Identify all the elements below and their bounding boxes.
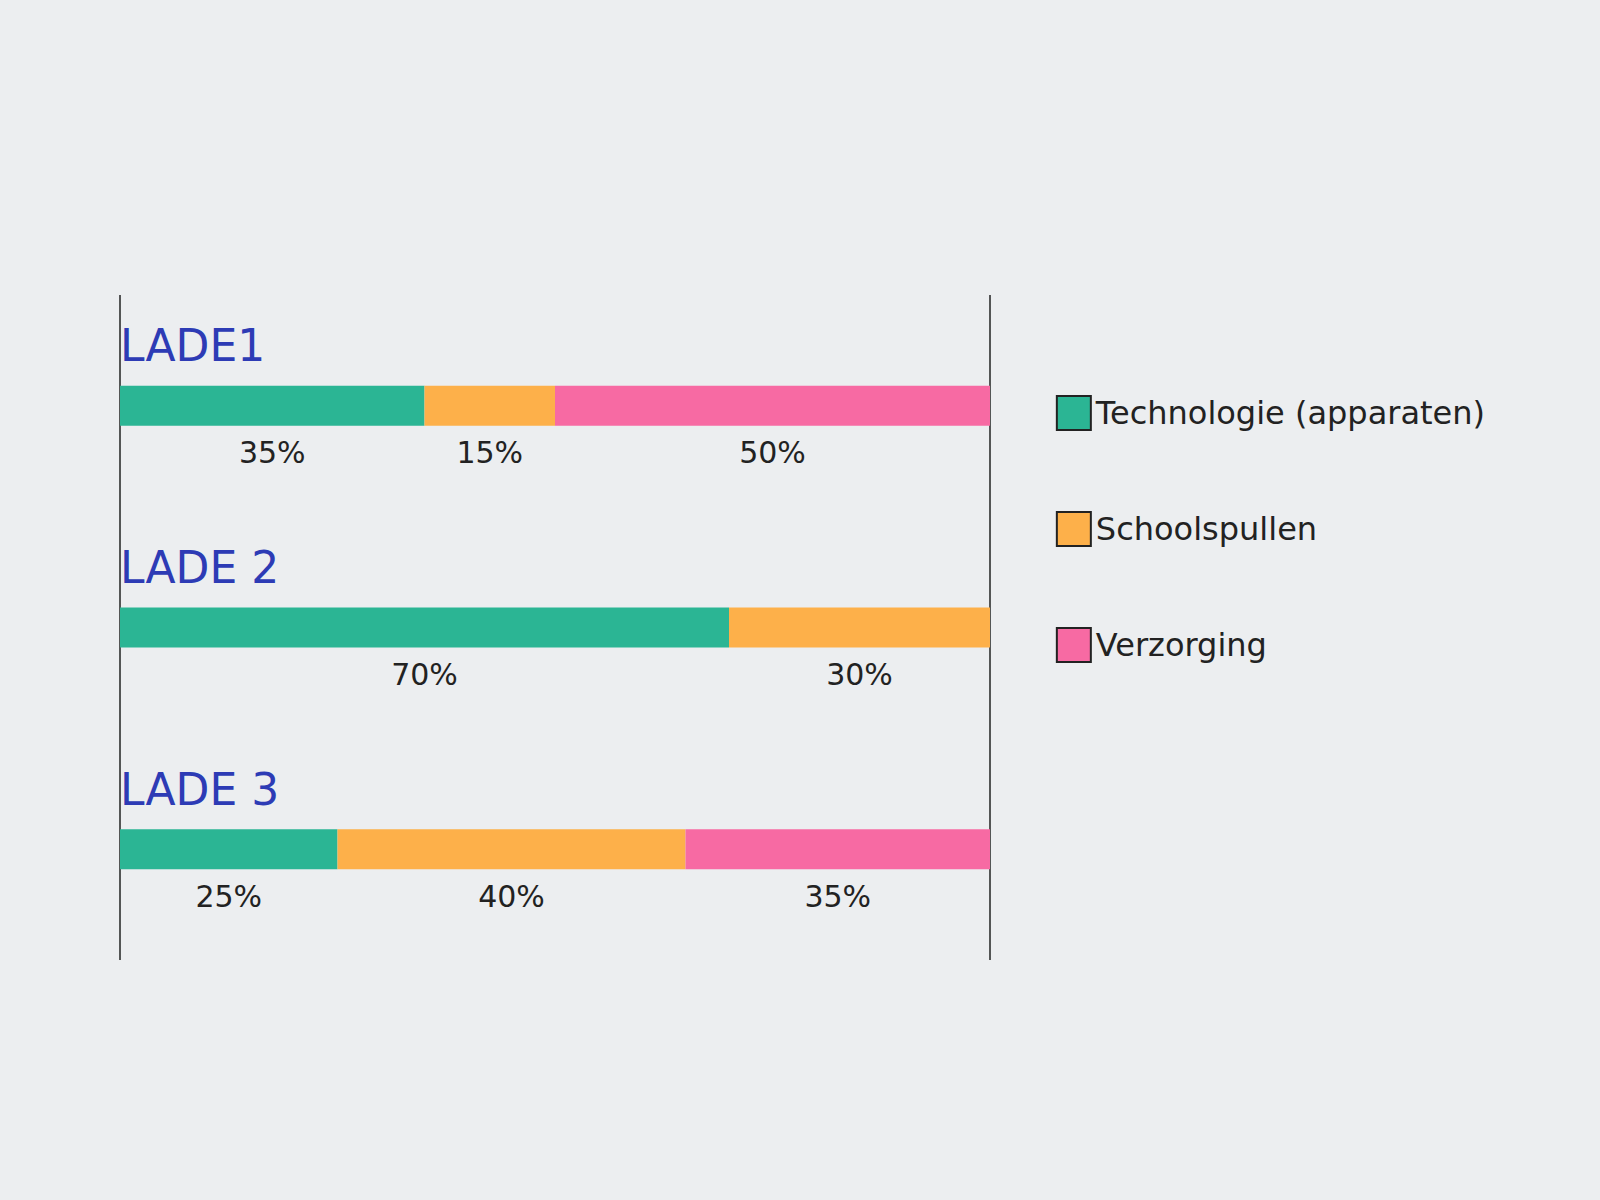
svg-text:Technologie (apparaten): Technologie (apparaten) [1095, 394, 1485, 432]
svg-text:35%: 35% [804, 879, 871, 914]
svg-text:LADE1: LADE1 [120, 320, 265, 371]
svg-text:Verzorging: Verzorging [1096, 626, 1267, 664]
svg-text:LADE 2: LADE 2 [120, 542, 279, 593]
svg-text:25%: 25% [195, 879, 262, 914]
svg-text:LADE 3: LADE 3 [120, 764, 279, 815]
svg-text:70%: 70% [391, 657, 458, 692]
svg-text:40%: 40% [478, 879, 545, 914]
svg-text:35%: 35% [239, 435, 306, 470]
svg-text:30%: 30% [826, 657, 893, 692]
svg-text:Schoolspullen: Schoolspullen [1096, 510, 1317, 548]
svg-text:50%: 50% [739, 435, 806, 470]
svg-text:15%: 15% [456, 435, 523, 470]
